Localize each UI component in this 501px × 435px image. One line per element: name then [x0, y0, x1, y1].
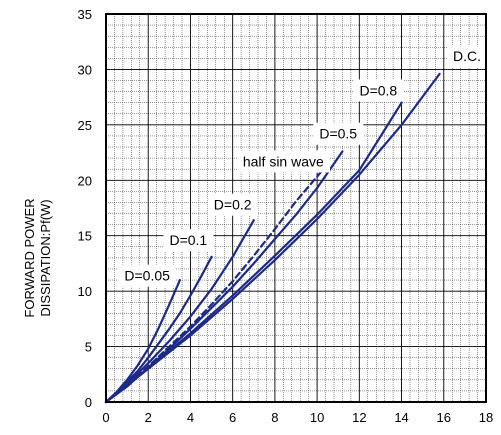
- curve-label: D.C.: [447, 45, 487, 68]
- y-tick-label: 15: [78, 229, 92, 244]
- x-tick-label: 2: [145, 410, 152, 425]
- y-axis-label-line2: DISSIPATION:Pf(W): [38, 199, 53, 316]
- curve-labels: D.C. D=0.8 D=0.5 half sin wave D=0.2 D=0.1 D=0…: [118, 45, 487, 287]
- curve-label-background: [447, 45, 487, 68]
- curve-label: D=0.5: [313, 122, 364, 145]
- x-tick-label: 0: [102, 410, 109, 425]
- curve-label: D=0.8: [353, 79, 404, 102]
- y-tick-label: 0: [85, 395, 92, 410]
- plot-frame: [105, 13, 487, 403]
- series-line-d-0-1: [104, 255, 213, 404]
- y-tick-label: 10: [78, 284, 92, 299]
- curve-label-text: D=0.5: [319, 126, 357, 142]
- curve-label-background: [118, 264, 177, 287]
- x-tick-label: 16: [437, 410, 451, 425]
- curve-label: D=0.2: [207, 193, 258, 216]
- curve-label: D=0.05: [118, 264, 177, 287]
- curve-label-background: [163, 229, 214, 252]
- x-tick-label: 8: [271, 410, 278, 425]
- y-tick-label: 35: [78, 7, 92, 22]
- x-tick-label: 4: [187, 410, 194, 425]
- curve-label-text: D=0.1: [169, 232, 207, 248]
- curve-label-background: [313, 122, 364, 145]
- minor-grid: [105, 13, 487, 403]
- series-line-d-c: [104, 72, 441, 404]
- curve-label-background: [207, 193, 258, 216]
- y-tick-label: 20: [78, 173, 92, 188]
- series-layer: [104, 72, 441, 404]
- y-tick-label: 30: [78, 62, 92, 77]
- curve-label: half sin wave: [236, 150, 331, 173]
- major-grid: [105, 13, 487, 403]
- series-line-d-0-8: [104, 101, 403, 404]
- x-tick-label: 14: [394, 410, 408, 425]
- curve-label-text: D=0.05: [124, 268, 170, 284]
- x-tick-label: 6: [229, 410, 236, 425]
- y-axis-label-line1: FORWARD POWER: [22, 198, 37, 317]
- curve-label-text: D=0.8: [359, 82, 397, 98]
- curve-label: D=0.1: [163, 229, 214, 252]
- curve-label-text: half sin wave: [243, 153, 324, 169]
- y-tick-label: 5: [85, 340, 92, 355]
- curve-label-text: D.C.: [453, 48, 481, 64]
- x-tick-label: 18: [479, 410, 493, 425]
- x-tick-label: 10: [310, 410, 324, 425]
- tick-labels: 0 2 4 6 8 10 12 14 16 18 0 5 10 15 20 25 30 35: [78, 7, 494, 425]
- curve-label-background: [353, 79, 404, 102]
- curve-label-background: [236, 150, 331, 173]
- y-tick-label: 25: [78, 118, 92, 133]
- curve-label-text: D=0.2: [214, 197, 252, 213]
- x-tick-label: 12: [352, 410, 366, 425]
